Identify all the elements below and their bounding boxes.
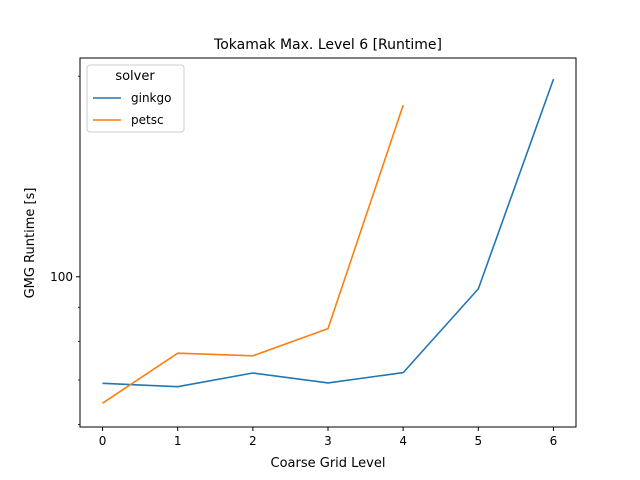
- x-tick-label: 5: [474, 434, 482, 448]
- legend-title: solver: [115, 69, 155, 84]
- x-tick-label: 0: [99, 434, 107, 448]
- legend-entries: ginkgo petsc: [93, 91, 171, 127]
- series-line-ginkgo: [102, 78, 555, 388]
- x-tick-label: 3: [324, 434, 332, 448]
- y-axis-ticks: 100: [50, 75, 80, 425]
- x-tick-label: 4: [399, 434, 407, 448]
- legend-label-ginkgo: ginkgo: [131, 91, 171, 105]
- series-line-petsc: [102, 104, 404, 404]
- legend-label-petsc: petsc: [131, 113, 164, 127]
- chart-title: Tokamak Max. Level 6 [Runtime]: [213, 37, 442, 53]
- x-axis-ticks: 0 1 2 3 4 5 6: [99, 427, 558, 448]
- x-tick-label: 6: [550, 434, 558, 448]
- legend: solver ginkgo petsc: [86, 64, 185, 133]
- x-axis-label: Coarse Grid Level: [271, 456, 386, 471]
- series-layer: [102, 78, 555, 404]
- y-tick-label: 100: [50, 270, 73, 284]
- y-axis-label: GMG Runtime [s]: [23, 188, 38, 299]
- legend-box: [86, 64, 185, 133]
- x-tick-label: 1: [174, 434, 182, 448]
- x-tick-label: 2: [249, 434, 257, 448]
